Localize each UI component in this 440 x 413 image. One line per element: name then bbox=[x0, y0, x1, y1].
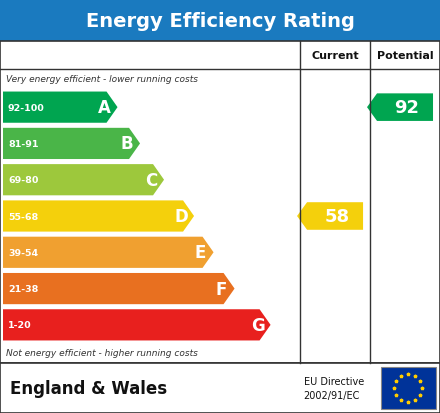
Text: E: E bbox=[195, 244, 206, 262]
Text: England & Wales: England & Wales bbox=[10, 379, 167, 397]
Polygon shape bbox=[3, 165, 164, 196]
Text: Very energy efficient - lower running costs: Very energy efficient - lower running co… bbox=[6, 75, 198, 84]
Bar bbox=[0, 363, 440, 413]
Text: 81-91: 81-91 bbox=[8, 140, 39, 149]
Text: 58: 58 bbox=[324, 207, 350, 225]
Text: 92-100: 92-100 bbox=[8, 103, 45, 112]
Polygon shape bbox=[3, 237, 213, 268]
Text: 69-80: 69-80 bbox=[8, 176, 38, 185]
Polygon shape bbox=[297, 203, 363, 230]
Bar bbox=[0, 42, 440, 363]
Text: 55-68: 55-68 bbox=[8, 212, 38, 221]
Text: 39-54: 39-54 bbox=[8, 248, 38, 257]
Text: 92: 92 bbox=[395, 99, 419, 117]
Text: A: A bbox=[98, 99, 111, 117]
Text: G: G bbox=[251, 316, 264, 334]
Bar bbox=[0, 0, 440, 42]
Text: F: F bbox=[216, 280, 227, 298]
Text: B: B bbox=[121, 135, 133, 153]
Bar bbox=[381, 367, 436, 409]
Polygon shape bbox=[3, 201, 194, 232]
Polygon shape bbox=[3, 128, 140, 160]
Polygon shape bbox=[3, 273, 235, 304]
Text: EU Directive: EU Directive bbox=[304, 376, 364, 386]
Text: Potential: Potential bbox=[377, 51, 433, 61]
Polygon shape bbox=[367, 94, 433, 122]
Text: Current: Current bbox=[311, 51, 359, 61]
Text: D: D bbox=[174, 207, 188, 225]
Text: 1-20: 1-20 bbox=[8, 320, 32, 330]
Text: 21-38: 21-38 bbox=[8, 285, 38, 293]
Text: Not energy efficient - higher running costs: Not energy efficient - higher running co… bbox=[6, 349, 198, 358]
Polygon shape bbox=[3, 309, 271, 341]
Text: 2002/91/EC: 2002/91/EC bbox=[304, 390, 360, 400]
Text: Energy Efficiency Rating: Energy Efficiency Rating bbox=[85, 12, 355, 31]
Polygon shape bbox=[3, 93, 117, 123]
Text: C: C bbox=[145, 171, 157, 189]
